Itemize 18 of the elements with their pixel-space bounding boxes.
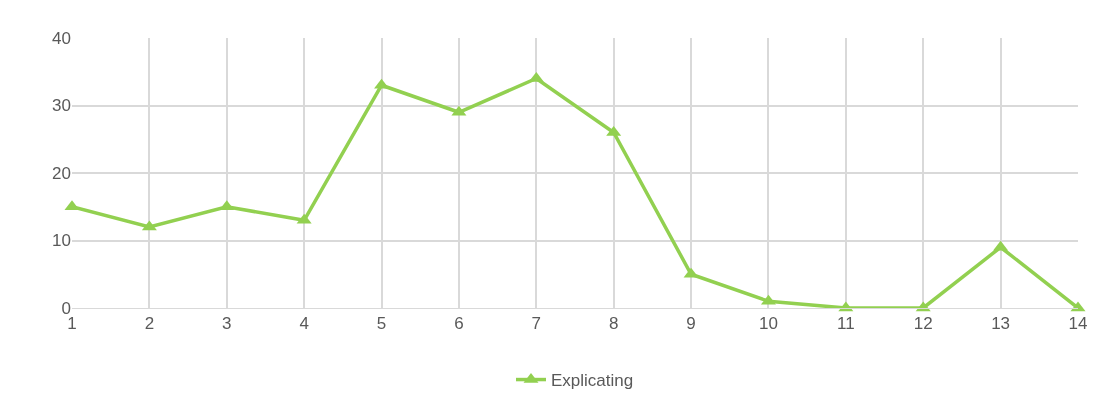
y-tick-label: 10 [52,231,71,251]
x-tick-label: 6 [454,314,464,334]
legend-label: Explicating [551,371,634,391]
x-tick-label: 9 [686,314,696,334]
x-tick-label: 8 [608,314,619,334]
x-tick-label: 5 [376,314,387,334]
x-tick-label: 12 [913,314,933,334]
y-tick-label: 20 [52,163,71,183]
y-tick-label: 30 [52,96,71,116]
x-tick-label: 3 [222,314,232,334]
x-tick-label: 4 [299,314,309,334]
x-tick-label: 13 [991,314,1011,334]
x-tick-label: 14 [1068,314,1088,334]
y-tick-label: 40 [52,28,71,48]
x-tick-label: 2 [144,314,155,334]
x-tick-label: 10 [759,314,778,334]
x-tick-label: 7 [531,314,542,334]
x-tick-label: 11 [837,314,855,334]
